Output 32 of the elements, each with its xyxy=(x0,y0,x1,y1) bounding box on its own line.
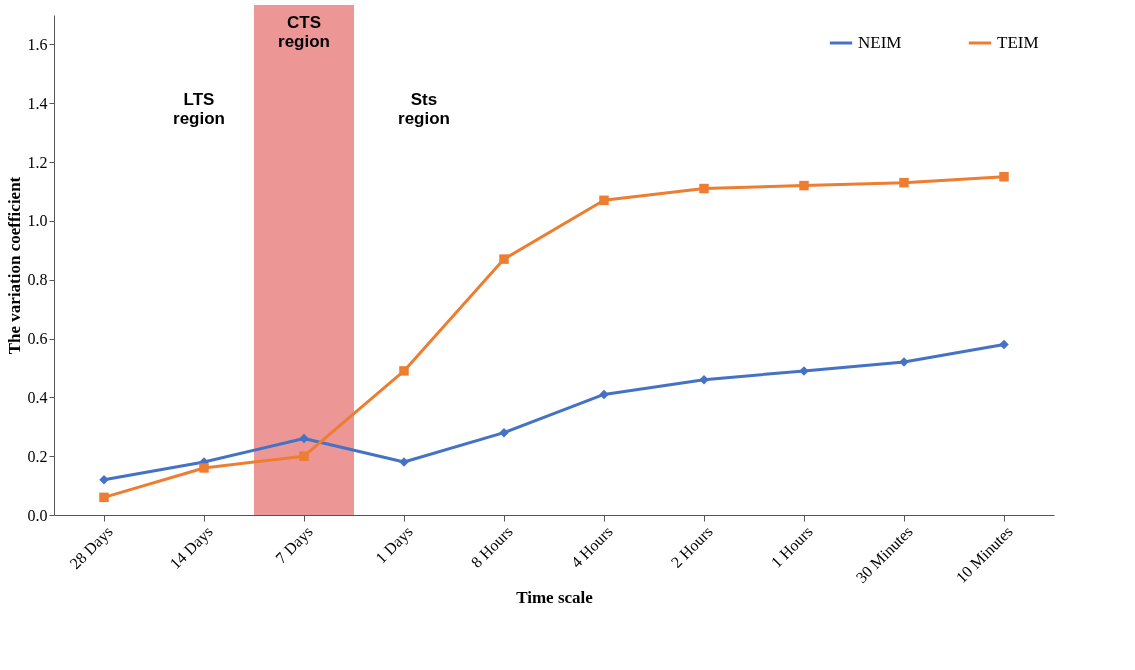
y-tick-label: 1.6 xyxy=(27,35,48,53)
point xyxy=(799,180,809,191)
point xyxy=(899,177,909,188)
point xyxy=(999,339,1009,350)
y-tick-label: 0.2 xyxy=(27,447,48,465)
x-axis-title: Time scale xyxy=(516,588,594,608)
point xyxy=(399,366,409,376)
y-tick-label: 1.2 xyxy=(27,153,48,171)
point xyxy=(699,183,709,194)
point xyxy=(599,195,609,206)
annotation: Sts region xyxy=(398,90,450,128)
y-tick-label: 0.0 xyxy=(27,506,48,524)
point xyxy=(699,374,709,385)
y-tick-label: 0.4 xyxy=(27,388,48,406)
point xyxy=(499,427,509,438)
annotation: LTS region xyxy=(173,90,225,128)
point xyxy=(99,492,109,503)
y-tick-label: 1.4 xyxy=(27,94,48,112)
y-tick-label: 0.8 xyxy=(27,271,48,289)
y-tick-label: 0.6 xyxy=(27,330,48,348)
point xyxy=(299,451,309,461)
y-tick-label: 1.0 xyxy=(27,212,48,230)
point xyxy=(299,433,309,444)
legend-label: TEIM xyxy=(997,33,1039,52)
legend-label: NEIM xyxy=(858,33,902,52)
y-axis-title: The variation coefficient xyxy=(4,176,24,355)
point xyxy=(999,172,1009,182)
point xyxy=(99,474,109,485)
point xyxy=(199,463,209,473)
point xyxy=(599,389,609,400)
band-label: CTS region xyxy=(278,13,330,51)
point xyxy=(499,254,509,264)
